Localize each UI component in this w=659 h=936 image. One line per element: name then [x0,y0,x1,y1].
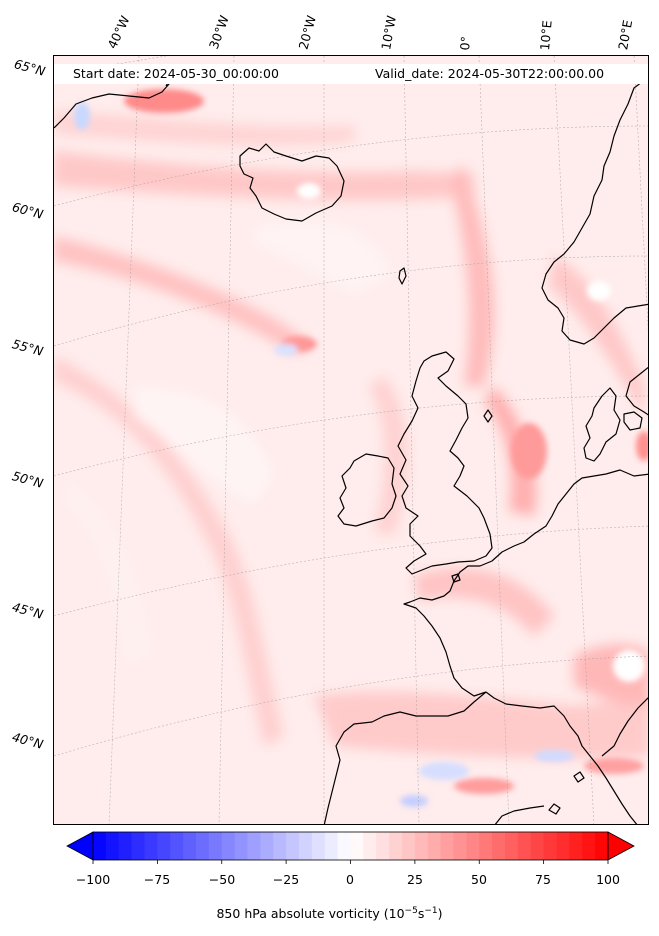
colorbar-label: 850 hPa absolute vorticity (10−5s−1) [0,906,659,921]
lon-label-10w: 10°W [378,14,399,51]
map-axes [53,55,649,825]
colorbar-step [234,832,249,860]
colorbar-step [170,832,184,860]
colorbar-tick-label: −75 [143,872,171,887]
colorbar-label-main: 850 hPa absolute vorticity (10 [216,906,405,922]
colorbar-steps [93,832,609,860]
colorbar-step [93,832,107,860]
colorbar-step [414,832,429,860]
lon-label-20e: 20°E [615,18,636,51]
vorticity-map [54,56,648,824]
lon-label-30w: 30°W [205,13,232,51]
colorbar-ticks [92,860,609,864]
colorbar-label-unit: s [417,906,425,922]
colorbar-extend-low [66,831,94,861]
colorbar-step [543,832,558,860]
lon-label-40w: 40°W [104,13,133,52]
coast-great-britain [397,351,493,575]
colorbar-step [131,832,146,860]
colorbar-frame [92,831,609,861]
valid-date-label: Valid_date: 2024-05-30T22:00:00.00 [375,66,605,81]
graticule [54,56,648,824]
colorbar-step [299,832,313,860]
lon-label-10e: 10°E [537,19,555,51]
colorbar-step [363,832,377,860]
colorbar-step [569,832,583,860]
coast-faroe [398,267,407,285]
colorbar-tick-label: −50 [208,872,236,887]
vorticity-extremes [74,89,648,807]
coast-north-africa [494,805,545,824]
colorbar-step [466,832,480,860]
colorbar-step [286,832,300,860]
colorbar-tick-label: −25 [272,872,300,887]
colorbar-tick-label: 25 [407,872,423,887]
coast-denmark [583,387,621,462]
colorbar-step [556,832,570,860]
colorbar-tick-label: 0 [346,872,354,887]
colorbar-step [530,832,545,860]
coast-zealand [623,411,643,431]
lat-label-40n: 40°N [10,729,45,752]
colorbar-step [311,832,326,860]
colorbar-step [260,832,274,860]
coast-islands [451,409,585,815]
colorbar-tick-label: 75 [535,872,551,887]
colorbar-step [389,832,403,860]
colorbar-step [595,832,609,860]
colorbar-step [582,832,596,860]
colorbar-tick-label: 50 [471,872,487,887]
coast-continent [403,469,648,697]
lat-label-50n: 50°N [10,468,45,491]
colorbar-step [118,832,133,860]
colorbar-step [427,832,442,860]
colorbar-step [221,832,236,860]
header-info-bar [54,64,648,84]
start-date-label: Start date: 2024-05-30_00:00:00 [73,66,279,81]
colorbar-step [337,832,352,860]
colorbar-step [208,832,223,860]
colorbar-label-exponent-2: −1 [424,906,438,916]
lat-label-55n: 55°N [10,336,45,359]
colorbar-step [105,832,120,860]
colorbar-step [350,832,364,860]
colorbar-step [144,832,158,860]
vorticity-field [54,111,648,758]
coast-iberia [323,691,487,824]
colorbar-step [453,832,467,860]
coastlines [54,75,648,824]
lat-label-45n: 45°N [10,599,45,622]
colorbar-step [492,832,506,860]
colorbar-step [402,832,416,860]
colorbar-step [479,832,493,860]
coast-mediterranean [485,691,638,824]
colorbar-step [324,832,339,860]
colorbar-step [273,832,287,860]
colorbar-step [517,832,532,860]
colorbar-step [183,832,197,860]
colorbar-step [247,832,261,860]
lon-label-20w: 20°W [295,13,319,51]
lon-label-0: 0° [457,35,474,51]
coast-ireland [337,453,397,527]
lat-label-60n: 60°N [10,199,45,222]
colorbar-label-exponent-1: −5 [404,906,418,916]
colorbar-tick-label: 100 [596,872,620,887]
colorbar-tick-label: −100 [75,872,111,887]
coast-corsica [601,697,648,757]
colorbar-extend-high [607,831,635,861]
colorbar-step [505,832,519,860]
coast-iceland [239,143,345,222]
colorbar-step [376,832,390,860]
colorbar-step [157,832,171,860]
colorbar-label-end: ) [437,906,443,922]
colorbar-step [440,832,455,860]
lat-label-65n: 65°N [12,56,47,79]
colorbar-step [196,832,210,860]
coast-sweden [625,366,648,416]
coast-norway [541,76,648,345]
